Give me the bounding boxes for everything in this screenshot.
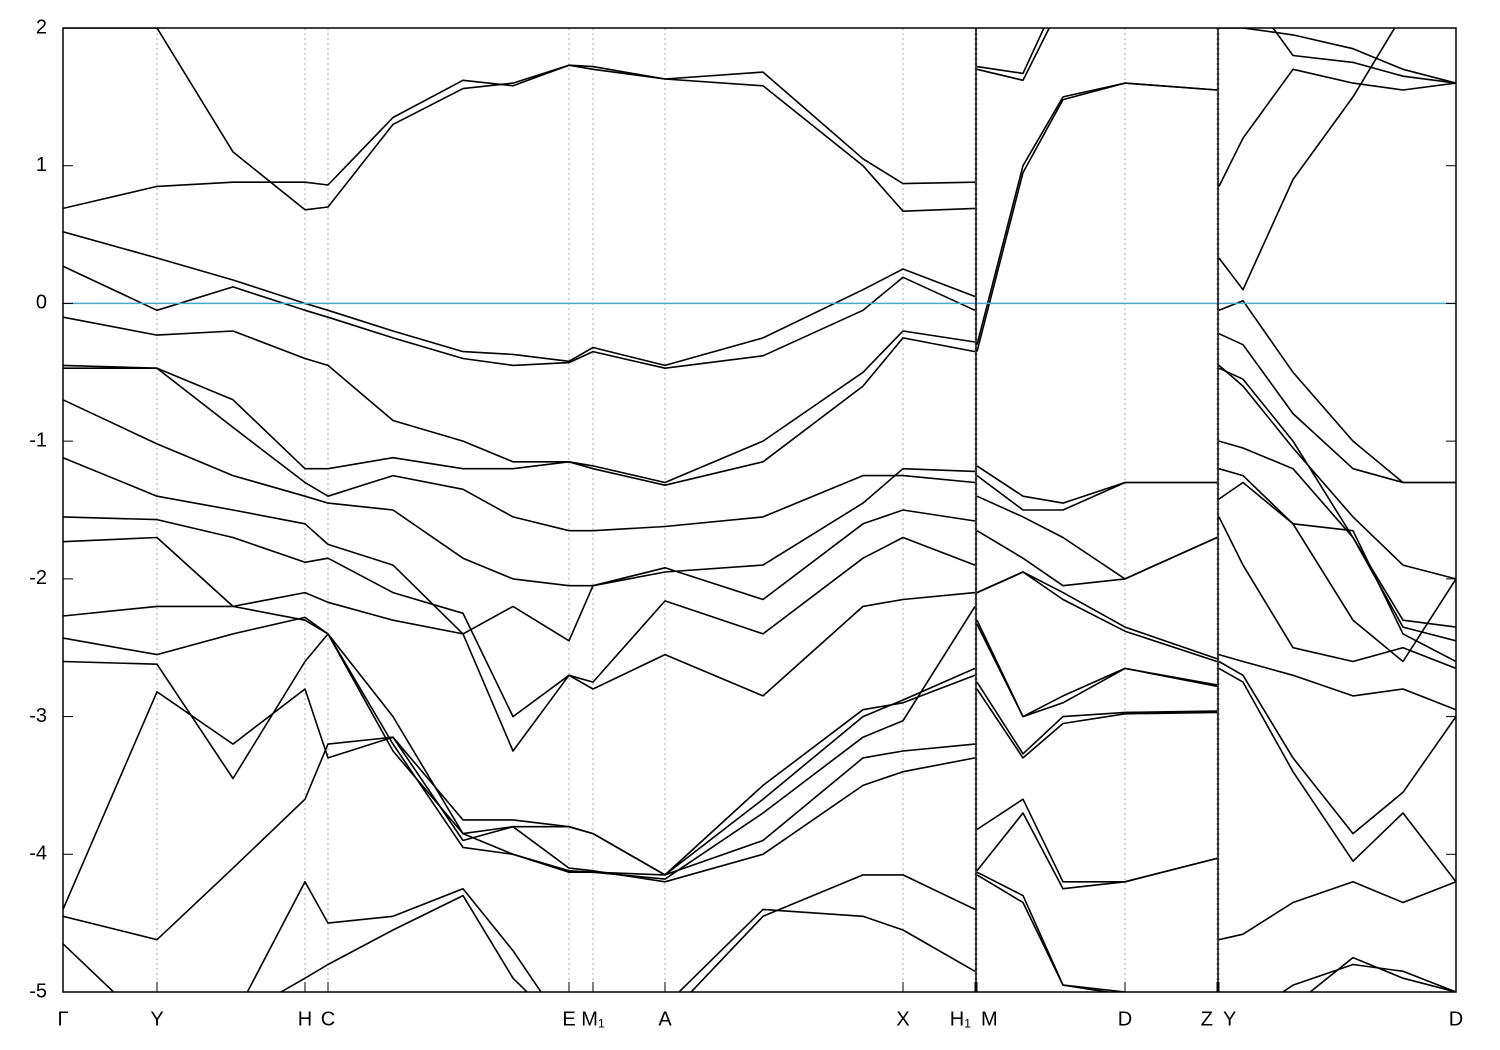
plot-frame	[62, 27, 1457, 993]
band-line	[63, 367, 1456, 628]
grid	[62, 28, 1457, 992]
y-tick-label: 1	[36, 154, 47, 176]
x-tick-label: M₁	[581, 1008, 605, 1030]
y-tick-label: -5	[29, 980, 47, 1002]
y-tick-label: -3	[29, 705, 47, 727]
x-tick-label: Y	[150, 1008, 163, 1030]
band-line	[63, 605, 1456, 880]
x-tick-label: H	[298, 1008, 312, 1030]
band-line	[63, 674, 1456, 941]
x-tick-label: Γ	[57, 1008, 68, 1030]
x-tick-label: A	[658, 1008, 672, 1030]
x-tick-label: X	[896, 1008, 909, 1030]
x-tick-label: Z	[1201, 1008, 1213, 1030]
y-tick-label: -1	[29, 429, 47, 451]
y-tick-label: 2	[36, 16, 47, 38]
band-line	[63, 332, 1456, 511]
y-tick-label: -2	[29, 567, 47, 589]
x-tick-label: E	[562, 1008, 575, 1030]
band-line	[63, 28, 1456, 212]
y-tick-label: 0	[36, 292, 47, 314]
axes: 210-1-2-3-4-5Γ Y H C E M₁ A X H₁ M D Z Y D	[29, 16, 1463, 1030]
band-line	[63, 633, 1456, 876]
band-line	[63, 28, 1456, 210]
band-line	[63, 68, 1456, 367]
band-line	[63, 364, 1456, 580]
band-line	[63, 467, 1456, 718]
x-tick-label: M	[981, 1008, 998, 1030]
band-line	[63, 481, 1456, 752]
band-line	[63, 440, 1456, 660]
band-line	[63, 871, 1456, 992]
band-line	[63, 516, 1456, 876]
x-tick-label: D	[1449, 1008, 1463, 1030]
x-tick-label: H₁	[950, 1008, 971, 1030]
bands	[63, 28, 1456, 992]
x-tick-label: D	[1118, 1008, 1132, 1030]
x-tick-label: Y	[1223, 1008, 1236, 1030]
x-tick-label: C	[321, 1008, 335, 1030]
band-line	[279, 874, 1456, 992]
y-tick-label: -4	[29, 843, 47, 865]
band-line	[63, 299, 1456, 504]
band-line	[63, 28, 1396, 369]
